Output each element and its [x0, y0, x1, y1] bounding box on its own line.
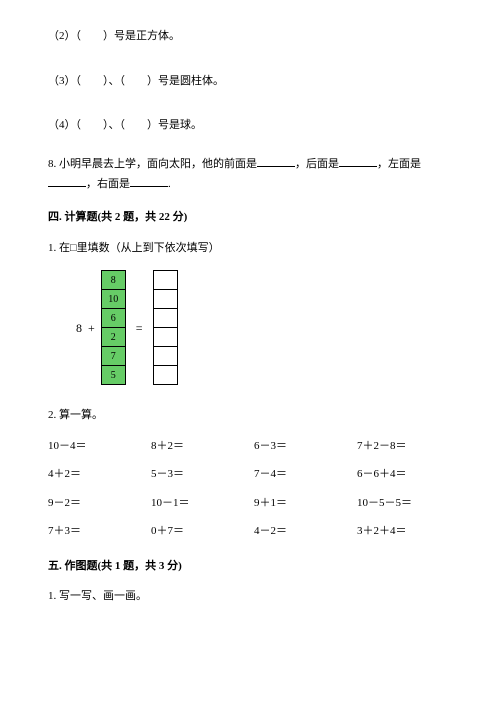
arith-item: 10－1＝: [151, 495, 246, 512]
section-4-q2: 2. 算一算。: [48, 407, 452, 424]
question-8: 8. 小明早晨去上学，面向太阳，他的前面是 ，后面是 ，左面是 ，右面是.: [48, 154, 452, 196]
empty-cell: [153, 366, 177, 385]
question-2: （2）（ ）号是正方体。: [48, 28, 452, 45]
green-cell: 6: [101, 309, 125, 328]
empty-cell: [153, 290, 177, 309]
blank-left: [48, 176, 86, 187]
calc-green-column: 8 10 6 2 7 5: [101, 270, 126, 385]
section-4-heading: 四. 计算题(共 2 题，共 22 分): [48, 209, 452, 226]
section-5-heading: 五. 作图题(共 1 题，共 3 分): [48, 558, 452, 575]
calc-expression: 8 + 8 10 6 2 7 5 =: [76, 270, 452, 385]
calc-equals: =: [136, 319, 143, 337]
blank-back: [339, 156, 377, 167]
green-cell: 10: [101, 290, 125, 309]
arith-item: 4－2＝: [254, 523, 349, 540]
calc-empty-column: [153, 270, 178, 385]
calc-left-const: 8: [76, 319, 82, 337]
empty-cell: [153, 347, 177, 366]
green-cell: 7: [101, 347, 125, 366]
blank-front: [257, 156, 295, 167]
arith-item: 10－5－5＝: [357, 495, 452, 512]
arithmetic-grid: 10－4＝ 8＋2＝ 6－3＝ 7＋2－8＝ 4＋2＝ 5－3＝ 7－4＝ 6－…: [48, 438, 452, 540]
calc-plus: +: [88, 319, 95, 337]
arith-item: 7＋2－8＝: [357, 438, 452, 455]
question-4: （4）（ ）、（ ）号是球。: [48, 117, 452, 134]
arith-item: 9－2＝: [48, 495, 143, 512]
arith-item: 5－3＝: [151, 466, 246, 483]
empty-cell: [153, 328, 177, 347]
arith-item: 4＋2＝: [48, 466, 143, 483]
section-5-q1: 1. 写一写、画一画。: [48, 588, 452, 605]
q8-text-4: ，右面是: [86, 178, 130, 190]
green-cell: 2: [101, 328, 125, 347]
empty-cell: [153, 309, 177, 328]
q8-text-1: 8. 小明早晨去上学，面向太阳，他的前面是: [48, 158, 257, 170]
q8-text-3: ，左面是: [377, 158, 421, 170]
empty-cell: [153, 271, 177, 290]
arith-item: 7＋3＝: [48, 523, 143, 540]
green-cell: 8: [101, 271, 125, 290]
arith-item: 8＋2＝: [151, 438, 246, 455]
blank-right: [130, 176, 168, 187]
arith-item: 0＋7＝: [151, 523, 246, 540]
q8-text-5: .: [168, 178, 171, 190]
arith-item: 6－3＝: [254, 438, 349, 455]
section-4-q1: 1. 在□里填数（从上到下依次填写）: [48, 240, 452, 257]
arith-item: 10－4＝: [48, 438, 143, 455]
green-cell: 5: [101, 366, 125, 385]
arith-item: 9＋1＝: [254, 495, 349, 512]
q8-text-2: ，后面是: [295, 158, 339, 170]
arith-item: 7－4＝: [254, 466, 349, 483]
arith-item: 3＋2＋4＝: [357, 523, 452, 540]
arith-item: 6－6＋4＝: [357, 466, 452, 483]
question-3: （3）（ ）、（ ）号是圆柱体。: [48, 73, 452, 90]
